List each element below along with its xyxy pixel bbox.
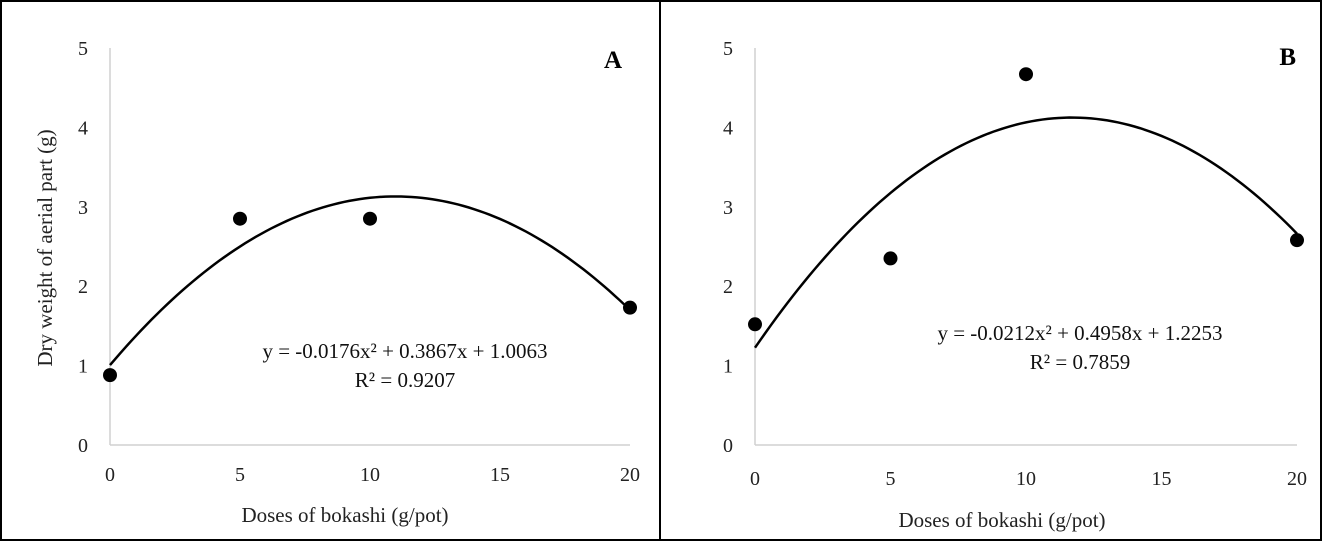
data-point (623, 300, 637, 315)
data-point (883, 251, 898, 266)
data-point (363, 211, 377, 226)
x-tick-label: 5 (886, 468, 896, 490)
y-tick-label: 4 (78, 117, 88, 139)
data-points (103, 211, 637, 383)
x-tick-label: 20 (620, 464, 640, 486)
x-tick-label: 15 (1152, 468, 1172, 490)
data-point (103, 368, 117, 383)
y-tick-label: 5 (78, 38, 88, 60)
panel-letter: B (1279, 44, 1296, 71)
x-axis-title: Doses of bokashi (g/pot) (241, 503, 448, 527)
y-tick-label: 2 (723, 276, 733, 298)
data-point (233, 211, 247, 226)
x-tick-label: 15 (490, 464, 510, 486)
x-tick-labels: 0 5 10 15 20 (750, 468, 1307, 490)
x-tick-label: 20 (1287, 468, 1307, 490)
y-tick-label: 3 (78, 197, 88, 219)
trendline-curve (753, 116, 1298, 349)
panel-letter: A (604, 47, 622, 74)
x-tick-label: 0 (750, 468, 760, 490)
y-tick-label: 0 (723, 435, 733, 457)
data-point (1019, 67, 1033, 82)
panel-a: 0 1 2 3 4 5 0 5 10 15 20 A y = -0.0176x² + 0.3867… (33, 38, 640, 527)
y-tick-label: 4 (723, 117, 733, 139)
panel-b: 0 1 2 3 4 5 0 5 10 15 20 B y = -0.0212x² + 0.4958… (723, 38, 1307, 532)
y-tick-label: 0 (78, 435, 88, 457)
x-tick-label: 10 (360, 464, 380, 486)
data-point (1290, 233, 1304, 248)
trendline-equation: y = -0.0212x² + 0.4958x + 1.2253 (937, 321, 1222, 345)
y-tick-labels: 0 1 2 3 4 5 (723, 38, 733, 457)
x-tick-label: 10 (1016, 468, 1036, 490)
trendline-equation: y = -0.0176x² + 0.3867x + 1.0063 (262, 339, 547, 363)
trendline-curve (109, 195, 631, 366)
x-tick-label: 5 (235, 464, 245, 486)
y-tick-label: 1 (723, 356, 733, 378)
r-squared: R² = 0.7859 (1030, 350, 1130, 374)
x-tick-labels: 0 5 10 15 20 (105, 464, 640, 486)
x-axis-title: Doses of bokashi (g/pot) (898, 508, 1105, 532)
data-point (748, 317, 762, 332)
y-tick-labels: 0 1 2 3 4 5 (78, 38, 88, 457)
r-squared: R² = 0.9207 (355, 368, 455, 392)
y-tick-label: 1 (78, 356, 88, 378)
x-tick-label: 0 (105, 464, 115, 486)
data-points (748, 67, 1304, 332)
y-axis-title: Dry weight of aerial part (g) (33, 129, 57, 366)
y-tick-label: 3 (723, 197, 733, 219)
y-tick-label: 2 (78, 276, 88, 298)
y-tick-label: 5 (723, 38, 733, 60)
